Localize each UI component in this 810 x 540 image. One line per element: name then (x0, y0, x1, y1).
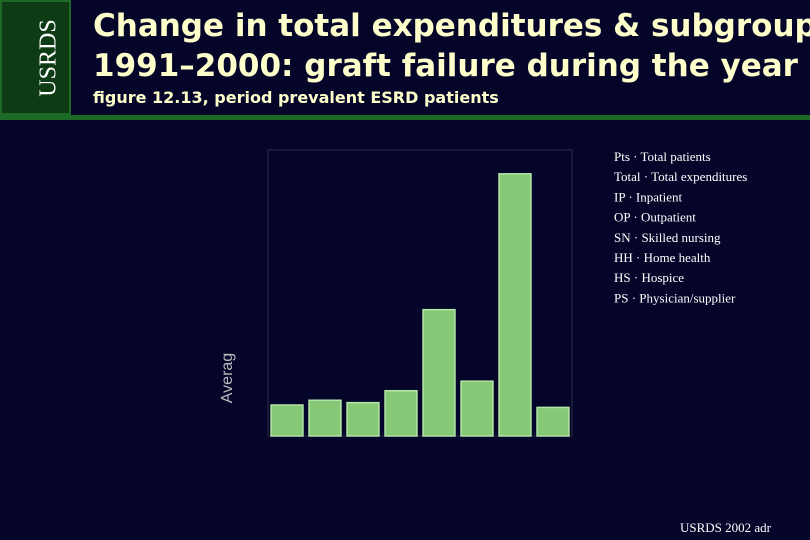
legend-note: HH · Home health (614, 250, 711, 265)
legend-note: Pts · Total patients (614, 149, 711, 164)
legend-note: PS · Physician/supplier (614, 290, 736, 305)
bar (384, 389, 418, 437)
bar (498, 173, 532, 437)
bar (422, 308, 456, 437)
divider (0, 115, 810, 120)
bar (460, 380, 494, 437)
bar (308, 399, 342, 437)
title-line: 1991–2000: graft failure during the year (93, 48, 799, 84)
legend-note: SN · Skilled nursing (614, 230, 721, 245)
bar (536, 406, 570, 437)
logo-box (0, 0, 71, 115)
footer: USRDS 2002 adr (680, 520, 772, 535)
legend-note: HS · Hospice (614, 270, 684, 285)
logo: USRDS (36, 19, 62, 96)
title-line: Change in total expenditures & subgroups… (93, 8, 810, 44)
legend-note: IP · Inpatient (614, 189, 682, 204)
legend-note: OP · Outpatient (614, 210, 696, 225)
subtitle: figure 12.13, period prevalent ESRD pati… (93, 88, 499, 107)
bar (270, 404, 304, 437)
legend-note: Total · Total expenditures (614, 169, 747, 184)
y-axis-label: Averag (219, 353, 236, 403)
bar (346, 401, 380, 437)
